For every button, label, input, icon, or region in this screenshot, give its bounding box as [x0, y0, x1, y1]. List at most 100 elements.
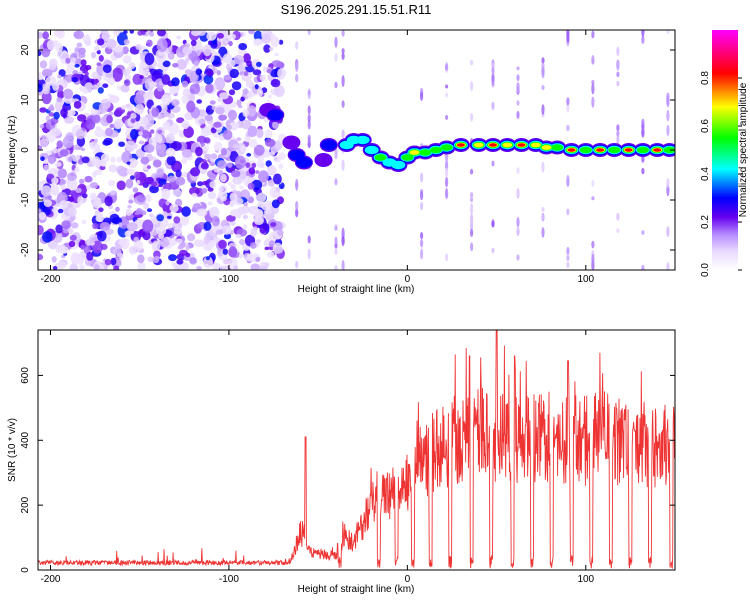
noise-speck — [229, 68, 240, 79]
noise-speck — [68, 196, 75, 203]
noise-speck — [77, 114, 87, 122]
ridge-mark — [551, 144, 564, 151]
noise-speck — [167, 51, 175, 60]
noise-speck — [162, 70, 167, 75]
noise-speck — [84, 239, 94, 246]
noise-speck — [264, 129, 273, 139]
noise-speck — [255, 170, 260, 174]
noise-speck — [161, 74, 171, 85]
colorbar-tick-label: 0.8 — [700, 71, 711, 85]
noise-speck — [125, 67, 132, 75]
noise-speck — [81, 156, 90, 164]
noise-speck — [146, 165, 151, 170]
noise-speck — [104, 195, 113, 207]
noise-speck — [104, 258, 112, 266]
noise-speck — [129, 175, 135, 180]
noise-speck — [129, 30, 134, 34]
noise-speck — [134, 211, 140, 216]
noise-speck — [209, 181, 217, 189]
streak-speck — [666, 30, 670, 35]
ridge-mark — [579, 146, 592, 154]
noise-speck — [156, 85, 163, 92]
noise-speck — [157, 30, 166, 37]
noise-speck — [130, 118, 136, 124]
noise-speck — [39, 60, 48, 69]
noise-speck — [106, 115, 113, 124]
noise-speck — [135, 44, 142, 50]
noise-speck — [47, 239, 58, 250]
streak-speck — [566, 97, 570, 106]
noise-speck — [109, 213, 120, 224]
noise-speck — [108, 95, 120, 104]
streak-speck — [341, 75, 345, 87]
streak-speck — [516, 100, 520, 106]
noise-speck — [67, 156, 74, 162]
spectrogram-marks — [38, 30, 675, 270]
noise-speck — [189, 186, 200, 196]
noise-speck — [207, 191, 217, 200]
snr-frame — [37, 329, 676, 571]
noise-speck — [267, 180, 275, 187]
noise-speck — [196, 266, 202, 270]
noise-speck — [78, 264, 85, 270]
noise-speck — [257, 155, 265, 162]
streak-speck — [591, 55, 595, 64]
streak-speck — [334, 243, 338, 249]
noise-speck — [146, 39, 153, 47]
streak-speck — [307, 30, 311, 36]
noise-speck — [95, 126, 102, 131]
noise-speck — [80, 147, 86, 152]
ridge-mark — [517, 143, 526, 147]
noise-speck — [93, 46, 100, 51]
streak-speck — [541, 62, 545, 69]
noise-speck — [240, 119, 252, 130]
noise-speck — [210, 153, 218, 160]
noise-speck — [173, 226, 182, 235]
noise-speck — [247, 92, 253, 99]
snr-ytick-label: 0 — [20, 567, 31, 573]
noise-speck — [60, 184, 67, 190]
noise-speck — [228, 242, 237, 248]
streak-speck — [641, 167, 645, 175]
noise-speck — [136, 179, 141, 185]
noise-speck — [248, 139, 258, 148]
snr-ytick-label: 200 — [20, 496, 31, 513]
streak-speck — [445, 253, 449, 262]
noise-speck — [150, 156, 157, 161]
spectrogram-ylabel: Frequency (Hz) — [7, 116, 18, 185]
noise-speck — [223, 37, 230, 44]
noise-speck — [232, 144, 240, 149]
noise-speck — [128, 245, 137, 255]
streak-speck — [491, 101, 495, 109]
noise-speck — [165, 100, 170, 106]
ridge-mark — [440, 144, 453, 151]
streak-speck — [591, 80, 595, 85]
noise-speck — [137, 254, 145, 264]
noise-speck — [82, 219, 87, 225]
noise-speck — [275, 187, 281, 192]
noise-speck — [124, 140, 136, 152]
streak-speck — [420, 91, 424, 101]
streak-speck — [591, 96, 595, 108]
noise-speck — [134, 240, 144, 251]
noise-speck — [266, 68, 272, 74]
noise-speck — [166, 155, 176, 166]
noise-speck — [263, 223, 270, 231]
noise-speck — [190, 167, 201, 177]
streak-speck — [470, 202, 474, 215]
noise-speck — [230, 184, 237, 190]
noise-speck — [76, 42, 83, 48]
noise-speck — [38, 224, 44, 236]
snr-xtick-label: -200 — [40, 574, 60, 585]
noise-speck — [168, 86, 176, 96]
noise-speck — [80, 244, 85, 250]
noise-speck — [181, 120, 190, 130]
noise-speck — [51, 256, 57, 263]
noise-speck — [143, 144, 155, 153]
noise-speck — [124, 74, 131, 81]
noise-speck — [181, 95, 189, 104]
noise-speck — [213, 121, 222, 128]
noise-speck — [175, 163, 180, 169]
noise-speck — [110, 257, 117, 266]
noise-speck — [273, 173, 282, 185]
